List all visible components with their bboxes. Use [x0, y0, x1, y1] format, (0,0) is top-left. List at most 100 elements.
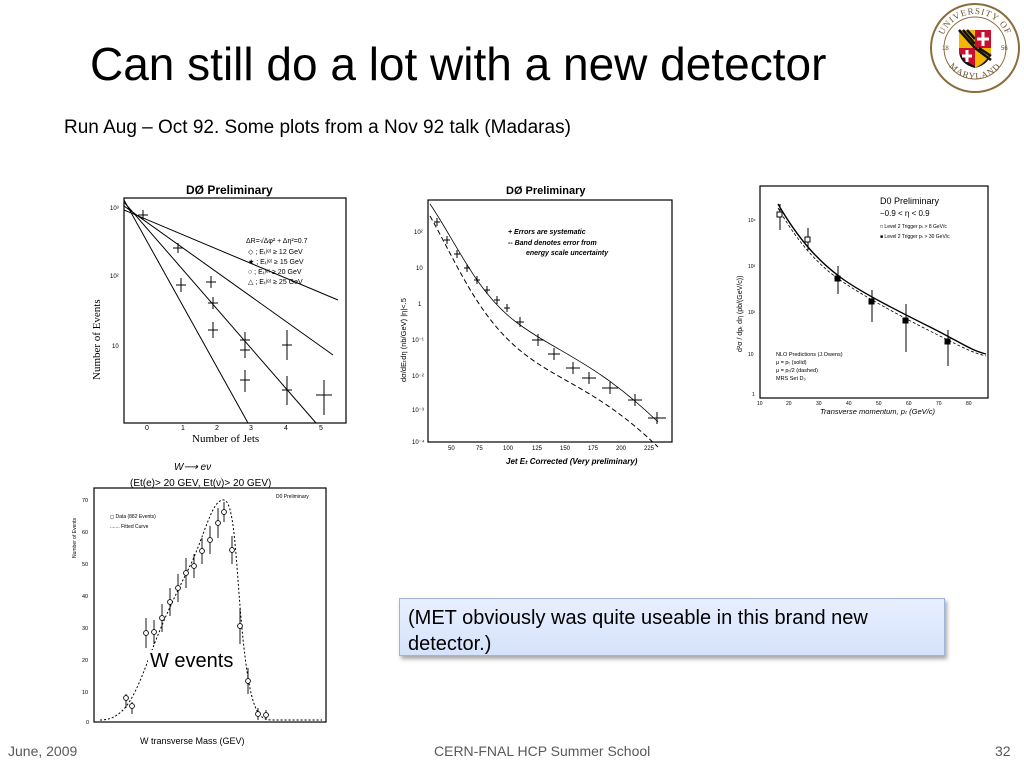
svg-text:□ Level 2 Trigger pₜ > 8 GeV/c: □ Level 2 Trigger pₜ > 8 GeV/c [880, 224, 947, 230]
svg-text:4: 4 [284, 425, 288, 432]
svg-text:75: 75 [476, 446, 483, 452]
jet-et-xlabel: Jet Eₜ Corrected (Very preliminary) [506, 457, 638, 466]
w-mass-points [123, 502, 269, 720]
inclusive-yticks: 10⁴ 10³ 10² 10 1 [748, 218, 756, 398]
svg-text:MRS Set D₀: MRS Set D₀ [776, 376, 806, 382]
footer-center: CERN-FNAL HCP Summer School [434, 743, 651, 759]
svg-text:60: 60 [82, 530, 88, 536]
inclusive-header: D0 Preliminary [880, 196, 940, 206]
jet-et-plot: DØ Preliminary dσ/dEₜdη (nb/GeV) |η|<.5 … [396, 182, 676, 472]
svg-text:100: 100 [503, 446, 514, 452]
svg-text:225: 225 [644, 446, 655, 452]
w-mass-plot: W⟶ eν (Et(e)> 20 GEV, Et(ν)> 20 GEV) D0 … [64, 458, 340, 750]
njets-ylabel: Number of Events [91, 299, 103, 380]
svg-text:30: 30 [82, 626, 88, 632]
inclusive-xticks: 10 20 30 40 50 60 70 80 [757, 401, 972, 407]
svg-text:μ = pₜ (solid): μ = pₜ (solid) [776, 360, 807, 366]
njets-frame [123, 197, 347, 424]
svg-text:50: 50 [82, 562, 88, 568]
svg-text:10²: 10² [110, 274, 119, 280]
svg-text:125: 125 [532, 446, 543, 452]
svg-text:50: 50 [448, 446, 455, 452]
svg-text:20: 20 [82, 658, 88, 664]
svg-text:10: 10 [748, 352, 754, 358]
svg-text:20: 20 [786, 401, 792, 407]
svg-text:10⁻³: 10⁻³ [412, 408, 424, 414]
svg-text:10²: 10² [414, 230, 423, 236]
met-callout: (MET obviously was quite useable in this… [399, 598, 945, 656]
svg-text:10⁻²: 10⁻² [412, 374, 424, 380]
svg-text:μ = pₜ/2 (dashed): μ = pₜ/2 (dashed) [776, 368, 818, 374]
svg-text:0: 0 [86, 720, 89, 726]
svg-text:150: 150 [560, 446, 571, 452]
svg-text:○ ; Eₜʲᵉᵗ ≥ 20 GeV: ○ ; Eₜʲᵉᵗ ≥ 20 GeV [248, 269, 302, 276]
svg-text:80: 80 [966, 401, 972, 407]
svg-text:2: 2 [215, 425, 219, 432]
inclusive-curves [777, 203, 987, 357]
w-mass-subtitle: (Et(e)> 20 GEV, Et(ν)> 20 GEV) [130, 478, 271, 489]
svg-text:10³: 10³ [110, 206, 119, 212]
inclusive-notes: NLO Predictions (J.Owens) μ = pₜ (solid)… [776, 352, 843, 382]
svg-text:10: 10 [112, 344, 119, 350]
inclusive-xlabel: Transverse momentum, pₜ (GeV/c) [820, 407, 936, 416]
svg-text:NLO Predictions (J.Owens): NLO Predictions (J.Owens) [776, 352, 843, 358]
jet-et-legend: + Errors are systematic -- Band denotes … [508, 229, 609, 257]
svg-text:50: 50 [876, 401, 882, 407]
svg-text:-- Band denotes error from: -- Band denotes error from [508, 240, 597, 247]
svg-text:10³: 10³ [748, 264, 756, 270]
w-mass-xlabel: W transverse Mass (GEV) [140, 736, 245, 746]
footer-page-number: 32 [995, 743, 1011, 759]
slide-title: Can still do a lot with a new detector [90, 38, 827, 90]
njets-xlabel: Number of Jets [192, 433, 259, 445]
njets-points [138, 210, 332, 415]
svg-text:10⁻¹: 10⁻¹ [412, 338, 424, 344]
svg-text:3: 3 [249, 425, 253, 432]
svg-text:1: 1 [181, 425, 185, 432]
svg-text:60: 60 [906, 401, 912, 407]
svg-text:1: 1 [418, 302, 422, 308]
inclusive-frame [759, 185, 989, 399]
footer-date: June, 2009 [8, 743, 78, 759]
svg-text:△ ; Eₜʲᵉᵗ ≥ 25 GeV: △ ; Eₜʲᵉᵗ ≥ 25 GeV [248, 279, 303, 286]
svg-text:200: 200 [616, 446, 627, 452]
svg-text:10⁻⁴: 10⁻⁴ [412, 439, 425, 446]
w-events-label: W events [148, 650, 236, 673]
svg-text:■ Level 2 Trigger pₜ > 30 GeV/: ■ Level 2 Trigger pₜ > 30 GeV/c [880, 234, 950, 240]
jet-et-yticks: 10² 10 1 10⁻¹ 10⁻² 10⁻³ 10⁻⁴ [412, 230, 425, 446]
svg-text:+ Errors are systematic: + Errors are systematic [508, 229, 586, 236]
w-mass-ylabel: Number of Events [72, 517, 78, 558]
svg-text:◻ Data (882 Events): ◻ Data (882 Events) [110, 514, 156, 520]
svg-text:10: 10 [416, 266, 423, 272]
jet-et-points [434, 218, 666, 424]
seal-year-right: 56 [1001, 46, 1008, 52]
svg-text:★ ; Eₜʲᵉᵗ ≥ 15 GeV: ★ ; Eₜʲᵉᵗ ≥ 15 GeV [248, 258, 304, 266]
svg-text:40: 40 [846, 401, 852, 407]
njets-xticks: 0 1 2 3 4 5 [145, 425, 323, 432]
njets-header: DØ Preliminary [186, 183, 273, 197]
jet-et-xticks: 50 75 100 125 150 175 200 225 [448, 446, 655, 452]
svg-text:10²: 10² [748, 310, 756, 316]
w-mass-fit-curve [99, 499, 322, 721]
njets-plot: DØ Preliminary Number of Events Number o… [88, 180, 350, 450]
svg-text:10⁴: 10⁴ [748, 218, 756, 224]
university-seal-logo: UNIVERSITY OF MARYLAND 18 56 [930, 3, 1020, 93]
svg-text:0: 0 [145, 425, 149, 432]
svg-text:10: 10 [82, 690, 88, 696]
svg-text:◇ ; Eₜʲᵉᵗ ≥ 12 GeV: ◇ ; Eₜʲᵉᵗ ≥ 12 GeV [248, 249, 303, 256]
svg-text:5: 5 [319, 425, 323, 432]
inclusive-legend: □ Level 2 Trigger pₜ > 8 GeV/c ■ Level 2… [880, 224, 950, 240]
jet-et-frame [427, 199, 673, 443]
svg-text:....... Fitted Curve: ....... Fitted Curve [110, 524, 149, 530]
inclusive-range: −0.9 < η < 0.9 [880, 209, 930, 218]
svg-text:1: 1 [752, 392, 755, 398]
w-mass-legend: ◻ Data (882 Events) ....... Fitted Curve [110, 514, 156, 530]
seal-shield [958, 29, 992, 68]
svg-text:30: 30 [816, 401, 822, 407]
w-mass-header: D0 Preliminary [276, 494, 309, 500]
svg-text:40: 40 [82, 594, 88, 600]
svg-text:175: 175 [588, 446, 599, 452]
w-mass-title: W⟶ eν [174, 462, 211, 473]
svg-text:ΔR=√Δφ² + Δη²=0.7: ΔR=√Δφ² + Δη²=0.7 [246, 237, 308, 245]
inclusive-points [776, 204, 951, 366]
jet-et-header: DØ Preliminary [506, 185, 586, 197]
